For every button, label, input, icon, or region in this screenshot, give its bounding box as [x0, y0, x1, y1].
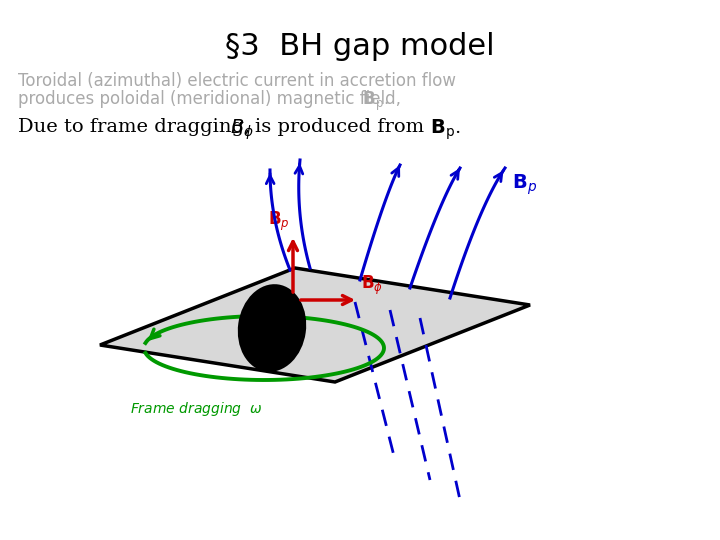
- Text: $\mathbf{B}_p$: $\mathbf{B}_p$: [512, 173, 537, 197]
- Text: produces poloidal (meridional) magnetic field,: produces poloidal (meridional) magnetic …: [18, 90, 401, 108]
- Text: $\mathbf{B}_\mathrm{p}$.: $\mathbf{B}_\mathrm{p}$.: [357, 90, 389, 113]
- Text: Frame dragging  $\omega$: Frame dragging $\omega$: [130, 400, 263, 418]
- Text: $\mathbf{B}_p$: $\mathbf{B}_p$: [269, 210, 290, 233]
- Text: $\mathbf{B}_\phi$: $\mathbf{B}_\phi$: [361, 274, 383, 297]
- Polygon shape: [100, 268, 530, 382]
- Text: is produced from: is produced from: [255, 118, 424, 136]
- Text: $B_\phi$: $B_\phi$: [230, 118, 254, 143]
- Text: $\mathbf{B}_\mathrm{p}$.: $\mathbf{B}_\mathrm{p}$.: [430, 118, 461, 143]
- Text: Due to frame dragging,: Due to frame dragging,: [18, 118, 250, 136]
- Text: Toroidal (azimuthal) electric current in accretion flow: Toroidal (azimuthal) electric current in…: [18, 72, 456, 90]
- Text: §3  BH gap model: §3 BH gap model: [225, 32, 495, 61]
- Ellipse shape: [238, 284, 306, 372]
